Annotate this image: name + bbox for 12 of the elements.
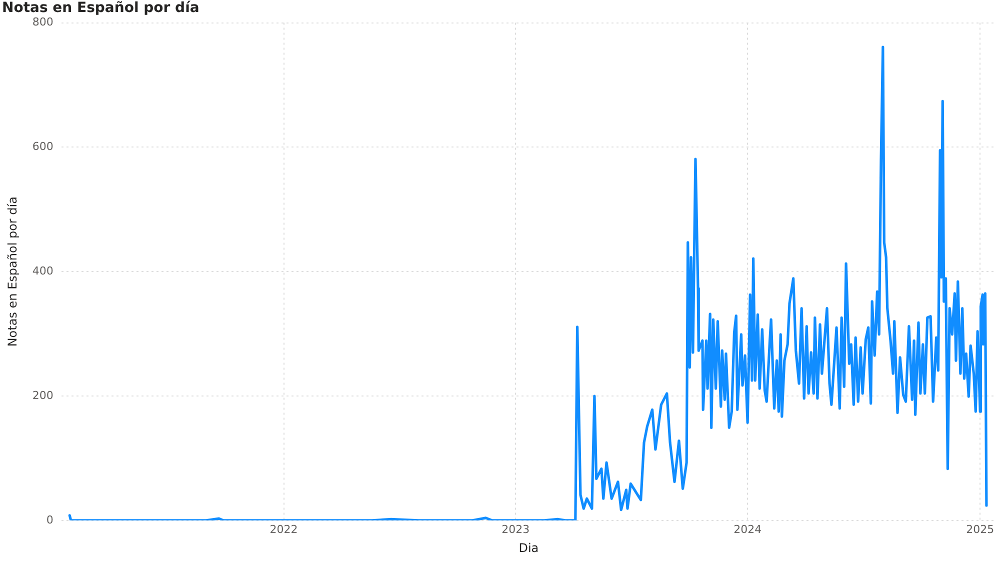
y-tick-label: 600: [32, 140, 54, 154]
x-axis-title: Dia: [518, 540, 539, 555]
y-tick-label: 200: [32, 388, 54, 402]
x-tick-label: 2023: [502, 522, 530, 536]
y-tick-label: 0: [46, 513, 54, 526]
y-axis-title: Notas en Español por día: [5, 196, 20, 347]
x-tick-label: 2024: [734, 522, 762, 536]
y-tick-label: 800: [32, 16, 54, 29]
x-tick-label: 2025: [966, 522, 994, 536]
chart-title: Notas en Español por día: [2, 0, 200, 16]
x-tick-label: 2022: [270, 522, 298, 536]
y-tick-label: 400: [32, 264, 54, 278]
